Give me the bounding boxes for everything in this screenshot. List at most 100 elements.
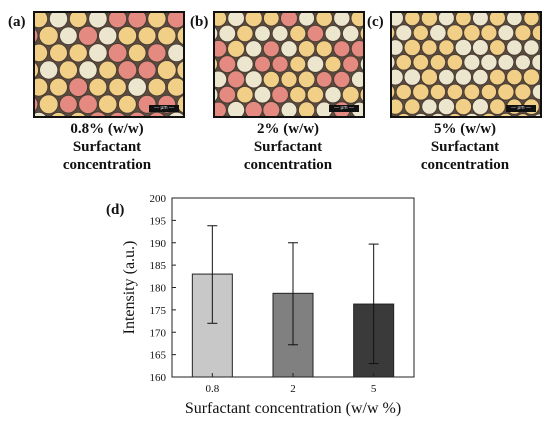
droplet [215, 57, 219, 71]
droplet [137, 60, 157, 80]
droplet [395, 24, 413, 42]
droplet [412, 24, 429, 41]
droplet [324, 25, 342, 42]
micrograph-a: — μm — [33, 11, 185, 118]
droplet [481, 112, 496, 116]
droplet [108, 13, 128, 29]
caption-c-line2: Surfactant [430, 139, 500, 155]
droplet [403, 38, 421, 57]
droplet [215, 87, 219, 102]
droplet [488, 13, 506, 27]
scale-bar-a: — μm — [149, 105, 179, 112]
droplet [127, 43, 147, 63]
droplet [280, 13, 298, 28]
droplet [315, 40, 333, 58]
droplet [480, 83, 498, 101]
droplet [35, 28, 39, 44]
droplet [215, 101, 227, 116]
droplet [35, 96, 39, 112]
droplet [244, 13, 263, 28]
droplet [489, 98, 506, 115]
droplet [297, 40, 316, 58]
droplet [236, 24, 254, 43]
droplet [392, 55, 396, 70]
y-tick-label: 190 [150, 238, 167, 250]
droplet [306, 55, 325, 73]
droplet [480, 24, 498, 42]
droplet [107, 43, 128, 63]
panel-label-c: (c) [367, 14, 384, 30]
droplet [297, 101, 316, 116]
caption-a: 0.8% (w/w) Surfactant concentration [32, 120, 182, 174]
droplet [253, 85, 272, 104]
droplet [280, 70, 298, 89]
droplet [392, 39, 404, 56]
droplet [70, 111, 87, 116]
droplet [480, 53, 498, 71]
caption-a-line2: Surfactant [72, 139, 142, 155]
droplet [341, 24, 360, 43]
y-tick-label: 200 [150, 193, 167, 205]
droplet [38, 25, 59, 46]
droplet [531, 24, 540, 41]
droplet [137, 26, 157, 46]
droplet [127, 13, 147, 29]
droplet [350, 40, 363, 58]
droplet [97, 94, 118, 114]
droplet [333, 13, 351, 27]
droplet [454, 97, 473, 116]
panel-label-d: (d) [106, 202, 124, 218]
caption-c: 5% (w/w) Surfactant concentration [390, 120, 540, 174]
droplet [446, 54, 464, 71]
droplet-image-c [392, 13, 540, 116]
droplet [49, 43, 68, 63]
droplet [395, 83, 412, 101]
droplet [421, 98, 438, 115]
droplet [227, 70, 246, 89]
droplet [448, 112, 462, 116]
droplet [68, 77, 89, 97]
droplet [392, 114, 394, 116]
droplet [412, 83, 430, 101]
caption-a-line3: concentration [62, 157, 152, 173]
droplet [117, 25, 138, 46]
droplet [227, 13, 245, 28]
droplet [49, 77, 68, 97]
droplet [437, 97, 456, 116]
droplet [463, 83, 481, 101]
caption-b: 2% (w/w) Surfactant concentration [213, 120, 363, 174]
droplet [88, 13, 108, 29]
scale-bar-c: — μm — [506, 105, 536, 112]
droplet [392, 26, 396, 40]
droplet [215, 39, 228, 58]
droplet [392, 85, 396, 99]
droplet [117, 60, 138, 80]
droplet [306, 85, 325, 104]
droplet [35, 43, 49, 63]
droplet [147, 13, 167, 29]
droplet [350, 70, 363, 88]
panel-label-b: (b) [190, 14, 209, 30]
droplet [350, 13, 363, 28]
droplet [215, 70, 228, 89]
droplet [35, 77, 49, 97]
droplet [472, 68, 489, 86]
droplet [59, 26, 78, 46]
droplet [397, 112, 411, 116]
droplet [523, 39, 540, 56]
y-tick-label: 195 [150, 215, 167, 227]
droplet [471, 39, 489, 56]
y-tick-label: 160 [150, 372, 167, 384]
droplet [454, 68, 473, 86]
droplet [166, 13, 183, 29]
droplet [392, 98, 404, 115]
droplet [271, 25, 289, 42]
droplet [429, 83, 447, 101]
droplet [271, 55, 289, 73]
droplet [488, 68, 506, 86]
x-tick-label: 2 [290, 383, 296, 395]
droplet [306, 24, 325, 43]
y-axis-label: Intensity (a.u.) [121, 241, 138, 335]
droplet [420, 68, 439, 86]
droplet [497, 83, 515, 101]
